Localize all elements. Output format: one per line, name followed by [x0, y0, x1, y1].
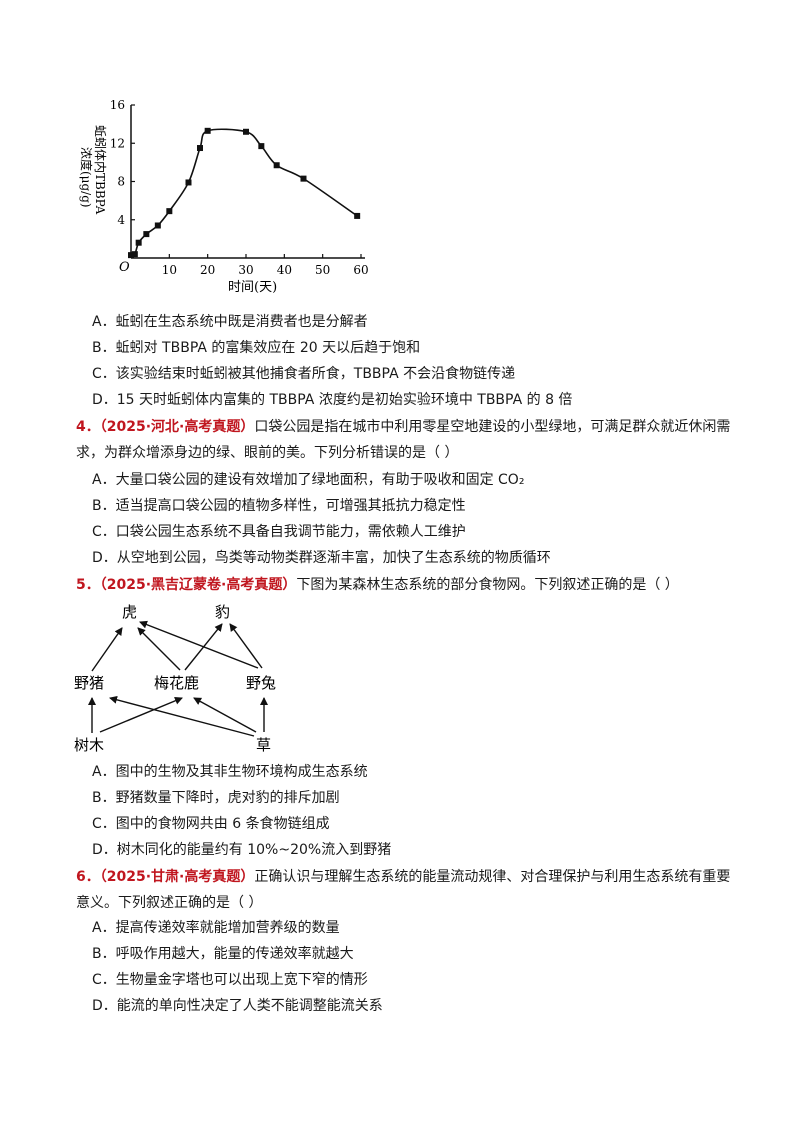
data-point [143, 231, 150, 238]
x-tick-label: 20 [200, 263, 215, 277]
origin-label: O [119, 260, 130, 275]
q6-stem-text1: 正确认识与理解生态系统的能量流动规律、对合理保护与利用生态系统有重要 [254, 869, 731, 885]
q4-option-b[interactable]: B．适当提高口袋公园的植物多样性，可增强其抵抗力稳定性 [92, 498, 466, 514]
node-tree: 树木 [74, 736, 104, 754]
x-tick-label: 30 [238, 263, 253, 277]
arrow-hare-tiger [139, 620, 259, 669]
q4-stem-line1: 4．（2025·河北·高考真题）口袋公园是指在城市中利用零星空地建设的小型绿地，… [76, 417, 730, 437]
data-point [185, 179, 192, 186]
q6-stem-line1: 6．（2025·甘肃·高考真题）正确认识与理解生态系统的能量流动规律、对合理保护… [76, 867, 730, 887]
y-tick-label: 12 [110, 136, 125, 150]
q5-option-a[interactable]: A．图中的生物及其非生物环境构成生态系统 [92, 764, 368, 780]
q6-option-a[interactable]: A．提高传递效率就能增加营养级的数量 [92, 920, 340, 936]
data-point [131, 251, 138, 258]
x-axis-label: 时间(天) [228, 280, 277, 295]
arrow-tree-deer [99, 696, 183, 733]
arrow-hare-leopard [229, 623, 263, 669]
q3-option-a[interactable]: A．蚯蚓在生态系统中既是消费者也是分解者 [92, 314, 368, 330]
q4-source: （2025·河北·高考真题） [99, 419, 255, 435]
node-deer: 梅花鹿 [154, 674, 199, 692]
q3-option-d[interactable]: D．15 天时蚯蚓体内富集的 TBBPA 浓度约是初始实验环境中 TBBPA 的… [92, 392, 573, 408]
data-point [135, 239, 142, 246]
x-tick-label: 60 [353, 263, 368, 277]
q6-option-d[interactable]: D．能流的单向性决定了人类不能调整能流关系 [92, 998, 383, 1014]
arrow-grass-deer [193, 697, 257, 733]
data-point [273, 162, 280, 169]
data-point [197, 145, 203, 152]
node-hare: 野兔 [246, 674, 276, 692]
node-tiger: 虎 [122, 603, 137, 621]
y-axis-label-line2: 浓度(μg/g) [79, 147, 94, 208]
node-leopard: 豹 [215, 603, 230, 621]
data-point [166, 208, 173, 215]
y-tick-label: 8 [117, 175, 125, 189]
q5-option-c[interactable]: C．图中的食物网共由 6 条食物链组成 [92, 816, 330, 832]
q3-option-b[interactable]: B．蚯蚓对 TBBPA 的富集效应在 20 天以后趋于饱和 [92, 340, 421, 356]
data-point [258, 143, 265, 150]
q5-stem-text: 下图为某森林生态系统的部分食物网。下列叙述正确的是（ ） [296, 577, 679, 593]
q4-option-c[interactable]: C．口袋公园生态系统不具备自我调节能力，需依赖人工维护 [92, 524, 466, 540]
q5-number: 5． [76, 577, 100, 593]
data-point [204, 127, 211, 134]
q6-option-c[interactable]: C．生物量金字塔也可以出现上宽下窄的情形 [92, 972, 368, 988]
q4-stem-line2: 求，为群众增添身边的绿、眼前的美。下列分析错误的是（ ） [76, 445, 459, 461]
q5-source: （2025·黑吉辽蒙卷·高考真题） [99, 577, 297, 593]
arrow-deer-tiger [137, 627, 181, 671]
data-point [354, 212, 361, 219]
x-tick-label: 10 [162, 263, 177, 277]
q4-option-a[interactable]: A．大量口袋公园的建设有效增加了绿地面积，有助于吸收和固定 CO₂ [92, 472, 525, 488]
q5-stem: 5．（2025·黑吉辽蒙卷·高考真题）下图为某森林生态系统的部分食物网。下列叙述… [76, 575, 679, 595]
y-tick-label: 16 [110, 98, 125, 112]
arrow-grass-boar [109, 695, 255, 737]
arrow-boar-tiger [91, 627, 123, 672]
q6-number: 6． [76, 869, 100, 885]
q4-stem-text1: 口袋公园是指在城市中利用零星空地建设的小型绿地，可满足群众就近休闲需 [254, 419, 731, 435]
y-axis-label-line1: 蚯蚓体内TBBPA [93, 125, 108, 215]
x-tick-label: 40 [277, 263, 292, 277]
series-line [130, 128, 358, 257]
food-web-diagram: 虎 豹 野猪 梅花鹿 野兔 树木 草 [74, 603, 276, 754]
x-tick-label: 50 [315, 263, 330, 277]
q4-option-d[interactable]: D．从空地到公园，鸟类等动物类群逐渐丰富，加快了生态系统的物质循环 [92, 550, 551, 566]
node-grass: 草 [256, 736, 271, 754]
data-point [128, 252, 134, 259]
tbbpa-line-chart: 4 8 12 16 10 20 30 40 50 60 O 蚯蚓体内TBBPA 浓度(μg/g)… [79, 98, 369, 295]
data-point [243, 128, 249, 135]
q6-option-b[interactable]: B．呼吸作用越大，能量的传递效率就越大 [92, 946, 354, 962]
q6-stem-line2: 意义。下列叙述正确的是（ ） [76, 895, 263, 911]
data-point [300, 175, 307, 182]
q5-option-b[interactable]: B．野猪数量下降时，虎对豹的排斥加剧 [92, 790, 340, 806]
y-tick-label: 4 [117, 213, 125, 227]
q4-number: 4． [76, 419, 100, 435]
data-point [154, 222, 161, 229]
q5-option-d[interactable]: D．树木同化的能量约有 10%~20%流入到野猪 [92, 842, 392, 858]
q6-source: （2025·甘肃·高考真题） [99, 869, 255, 885]
q3-option-c[interactable]: C．该实验结束时蚯蚓被其他捕食者所食，TBBPA 不会沿食物链传递 [92, 366, 516, 382]
node-boar: 野猪 [74, 674, 104, 692]
